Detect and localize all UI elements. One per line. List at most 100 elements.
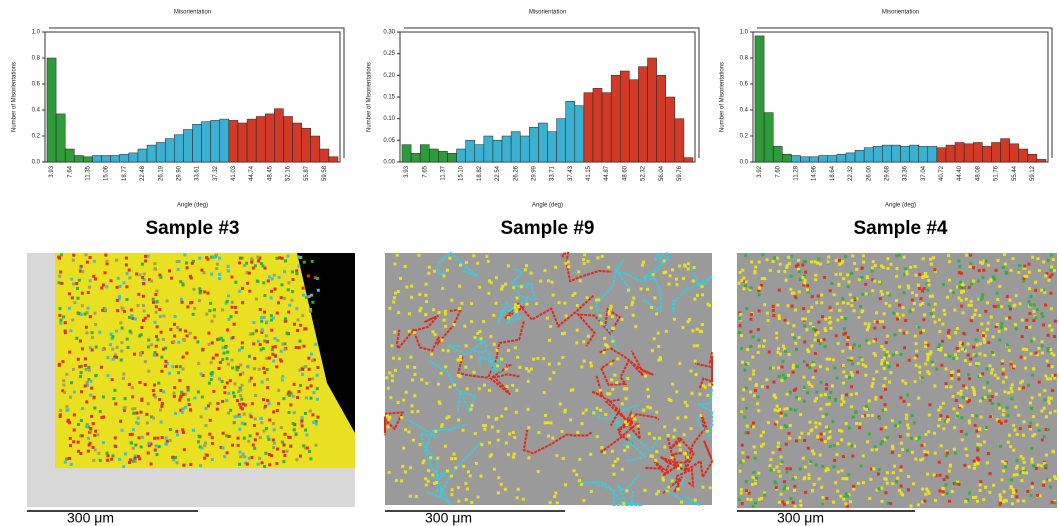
bar bbox=[193, 124, 202, 162]
speckle bbox=[893, 465, 896, 468]
speckle bbox=[73, 301, 76, 304]
speckle bbox=[792, 364, 795, 367]
speckle bbox=[291, 278, 294, 281]
x-tick-label: 29.68 bbox=[884, 165, 890, 181]
speckle bbox=[84, 313, 87, 316]
speckle bbox=[297, 319, 300, 322]
speckle bbox=[599, 389, 602, 392]
speckle bbox=[409, 495, 412, 498]
speckle bbox=[505, 441, 508, 444]
speckle bbox=[926, 289, 929, 292]
speckle bbox=[877, 472, 880, 475]
speckle bbox=[58, 314, 61, 317]
speckle bbox=[250, 257, 253, 260]
speckle bbox=[741, 444, 744, 447]
speckle bbox=[709, 486, 712, 489]
speckle bbox=[1048, 324, 1051, 327]
speckle bbox=[76, 297, 79, 300]
speckle bbox=[996, 377, 999, 380]
speckle bbox=[138, 381, 141, 384]
speckle bbox=[623, 449, 626, 452]
speckle bbox=[700, 285, 703, 288]
speckle bbox=[81, 434, 84, 437]
speckle bbox=[130, 442, 133, 445]
speckle bbox=[563, 302, 566, 305]
speckle bbox=[257, 260, 260, 263]
speckle bbox=[842, 364, 845, 367]
speckle bbox=[281, 441, 284, 444]
speckle bbox=[1016, 459, 1019, 462]
speckle bbox=[558, 301, 561, 304]
speckle bbox=[898, 254, 901, 257]
speckle bbox=[314, 343, 317, 346]
speckle bbox=[928, 403, 931, 406]
speckle bbox=[286, 332, 289, 335]
speckle bbox=[111, 378, 114, 381]
bar bbox=[1028, 154, 1037, 162]
speckle bbox=[143, 272, 146, 275]
speckle bbox=[773, 480, 776, 483]
speckle bbox=[412, 439, 415, 442]
speckle bbox=[556, 501, 559, 504]
speckle bbox=[1015, 495, 1018, 498]
speckle bbox=[665, 330, 668, 333]
speckle bbox=[883, 403, 886, 406]
speckle bbox=[866, 440, 869, 443]
speckle bbox=[212, 357, 215, 360]
y-tick-label: 0.2 bbox=[32, 134, 41, 140]
speckle bbox=[79, 267, 82, 270]
speckle bbox=[667, 486, 670, 489]
speckle bbox=[917, 503, 920, 506]
speckle bbox=[901, 493, 904, 496]
speckle bbox=[156, 338, 159, 341]
speckle bbox=[59, 319, 62, 322]
speckle bbox=[968, 421, 971, 424]
speckle bbox=[604, 343, 607, 346]
speckle bbox=[788, 437, 791, 440]
speckle bbox=[811, 364, 814, 367]
speckle bbox=[263, 340, 266, 343]
speckle bbox=[740, 410, 743, 413]
speckle bbox=[790, 255, 793, 258]
speckle bbox=[58, 257, 61, 260]
speckle bbox=[999, 499, 1002, 502]
speckle bbox=[385, 376, 388, 379]
speckle bbox=[788, 432, 791, 435]
speckle bbox=[438, 400, 441, 403]
speckle bbox=[701, 323, 704, 326]
speckle bbox=[147, 452, 150, 455]
speckle bbox=[154, 396, 157, 399]
speckle bbox=[500, 288, 503, 291]
speckle bbox=[128, 461, 131, 464]
speckle bbox=[87, 366, 90, 369]
speckle bbox=[111, 335, 114, 338]
speckle bbox=[657, 490, 660, 493]
speckle bbox=[921, 276, 924, 279]
speckle bbox=[929, 258, 932, 261]
speckle bbox=[72, 254, 75, 257]
speckle bbox=[778, 375, 781, 378]
speckle bbox=[116, 346, 119, 349]
speckle bbox=[941, 340, 944, 343]
speckle bbox=[302, 294, 305, 297]
speckle bbox=[832, 358, 835, 361]
speckle bbox=[886, 482, 889, 485]
speckle bbox=[905, 414, 908, 417]
speckle bbox=[986, 328, 989, 331]
speckle bbox=[918, 273, 921, 276]
speckle bbox=[500, 483, 503, 486]
speckle bbox=[774, 396, 777, 399]
speckle bbox=[806, 348, 809, 351]
speckle bbox=[210, 273, 213, 276]
speckle bbox=[100, 287, 103, 290]
speckle bbox=[693, 344, 696, 347]
speckle bbox=[754, 482, 757, 485]
speckle bbox=[239, 451, 242, 454]
bar bbox=[873, 146, 882, 162]
speckle bbox=[587, 260, 590, 263]
speckle bbox=[1001, 359, 1004, 362]
speckle bbox=[147, 370, 150, 373]
speckle bbox=[984, 486, 987, 489]
speckle bbox=[404, 265, 407, 268]
speckle bbox=[622, 502, 625, 505]
